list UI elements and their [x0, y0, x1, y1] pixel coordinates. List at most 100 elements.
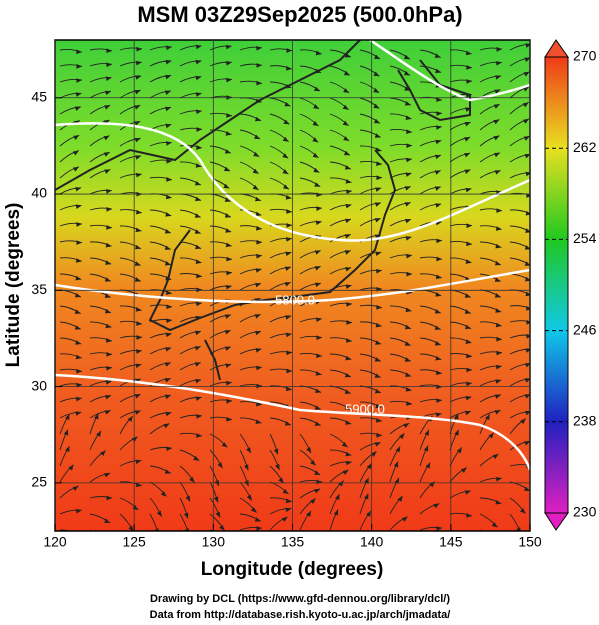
streamline-arrow [225, 44, 232, 50]
streamline-arrow [306, 447, 311, 454]
streamline-arrow [343, 88, 350, 93]
streamline-arrow [256, 365, 262, 371]
streamline-arrow [456, 447, 462, 454]
streamline-arrow [75, 411, 82, 416]
streamline-arrow [405, 218, 412, 224]
streamline-arrow [136, 335, 142, 340]
streamline-arrow [195, 396, 202, 401]
streamline-arrow [434, 170, 441, 175]
streamline-arrow [166, 159, 172, 164]
streamline-arrow [523, 118, 530, 124]
streamline-arrow [523, 136, 530, 141]
streamline-arrow [494, 277, 501, 282]
streamline-arrow [525, 348, 530, 353]
streamline-arrow [196, 414, 202, 419]
streamline-arrow [434, 341, 441, 346]
streamline-arrow [72, 150, 79, 156]
streamline-arrow [195, 44, 202, 50]
streamline-arrow [75, 340, 82, 345]
streamline-arrow [460, 467, 467, 473]
streamline-arrow [525, 305, 530, 311]
streamline-arrow [344, 250, 351, 255]
streamline-arrow [284, 421, 291, 426]
streamline-arrow [194, 346, 201, 351]
streamline-arrow [373, 71, 380, 77]
streamline-arrow [75, 354, 82, 360]
streamline-arrow [520, 418, 526, 425]
x-tick-label: 150 [518, 534, 542, 550]
streamline-arrow [104, 308, 111, 314]
streamline-arrow [156, 510, 162, 517]
streamline-arrow [76, 368, 82, 374]
streamline-arrow [316, 206, 322, 211]
streamline-arrow [345, 267, 352, 272]
streamline-arrow [374, 388, 381, 394]
streamline-arrow [435, 203, 442, 208]
streamline-arrow [495, 226, 502, 231]
streamline-arrow [496, 208, 502, 213]
streamline-arrow [495, 364, 502, 370]
streamline-arrow [135, 227, 142, 233]
colorbar-tick-label: 254 [573, 230, 597, 246]
colorbar [544, 56, 569, 514]
streamline-arrow [275, 463, 280, 470]
streamline [509, 334, 530, 339]
streamline-arrow [314, 86, 321, 92]
streamline-arrow [373, 118, 380, 124]
streamline-arrow [164, 229, 171, 234]
streamline-arrow [524, 153, 530, 159]
streamline-arrow [493, 135, 500, 141]
x-tick-label: 120 [43, 534, 67, 550]
streamline-arrow [226, 77, 232, 83]
streamline-arrow [195, 379, 202, 384]
streamline-arrow [219, 524, 225, 531]
y-axis-label: Latitude (degrees) [3, 203, 24, 368]
streamline-arrow [493, 152, 500, 158]
streamline-arrow [435, 412, 442, 418]
streamline-arrow [100, 450, 106, 457]
streamline-arrow [64, 414, 70, 421]
streamline-arrow [135, 155, 142, 160]
streamline [479, 529, 482, 531]
streamline-arrow [453, 413, 459, 420]
streamline-arrow [312, 121, 319, 127]
streamline-arrow [256, 239, 262, 245]
streamline-arrow [397, 495, 403, 502]
streamline-arrow [403, 54, 410, 60]
streamline-arrow [495, 476, 502, 482]
streamline [509, 513, 521, 531]
streamline-arrow [75, 92, 82, 97]
streamline-arrow [255, 282, 262, 288]
streamline-arrow [255, 348, 262, 353]
streamline-arrow [224, 330, 231, 335]
y-tick-label: 40 [31, 185, 47, 201]
streamline-arrow [525, 291, 530, 297]
streamline-arrow [225, 284, 232, 290]
colorbar-tick-label: 238 [573, 413, 597, 429]
streamline-arrow [525, 43, 530, 48]
streamline-arrow [134, 277, 141, 282]
streamline-arrow [195, 92, 202, 97]
streamline-arrow [135, 307, 142, 312]
streamline-arrow [217, 462, 223, 469]
streamline-arrow [256, 80, 262, 86]
streamline-arrow [434, 186, 441, 191]
streamline-arrow [226, 416, 232, 422]
streamline-arrow [494, 89, 501, 94]
streamline-arrow [76, 78, 82, 83]
streamline-arrow [494, 394, 501, 399]
streamline-arrow [406, 271, 412, 277]
streamline-arrow [164, 394, 171, 400]
streamline-arrow [72, 166, 79, 172]
streamline-arrow [104, 293, 111, 298]
streamline-arrow [465, 339, 472, 344]
streamline-arrow [434, 309, 441, 314]
streamline-arrow [374, 357, 381, 362]
streamline-arrow [404, 324, 411, 330]
contour-line [55, 268, 530, 304]
streamline-arrow [104, 90, 111, 96]
streamline-arrow [254, 314, 261, 319]
streamline-arrow [314, 470, 321, 475]
streamline-arrow [224, 197, 231, 202]
